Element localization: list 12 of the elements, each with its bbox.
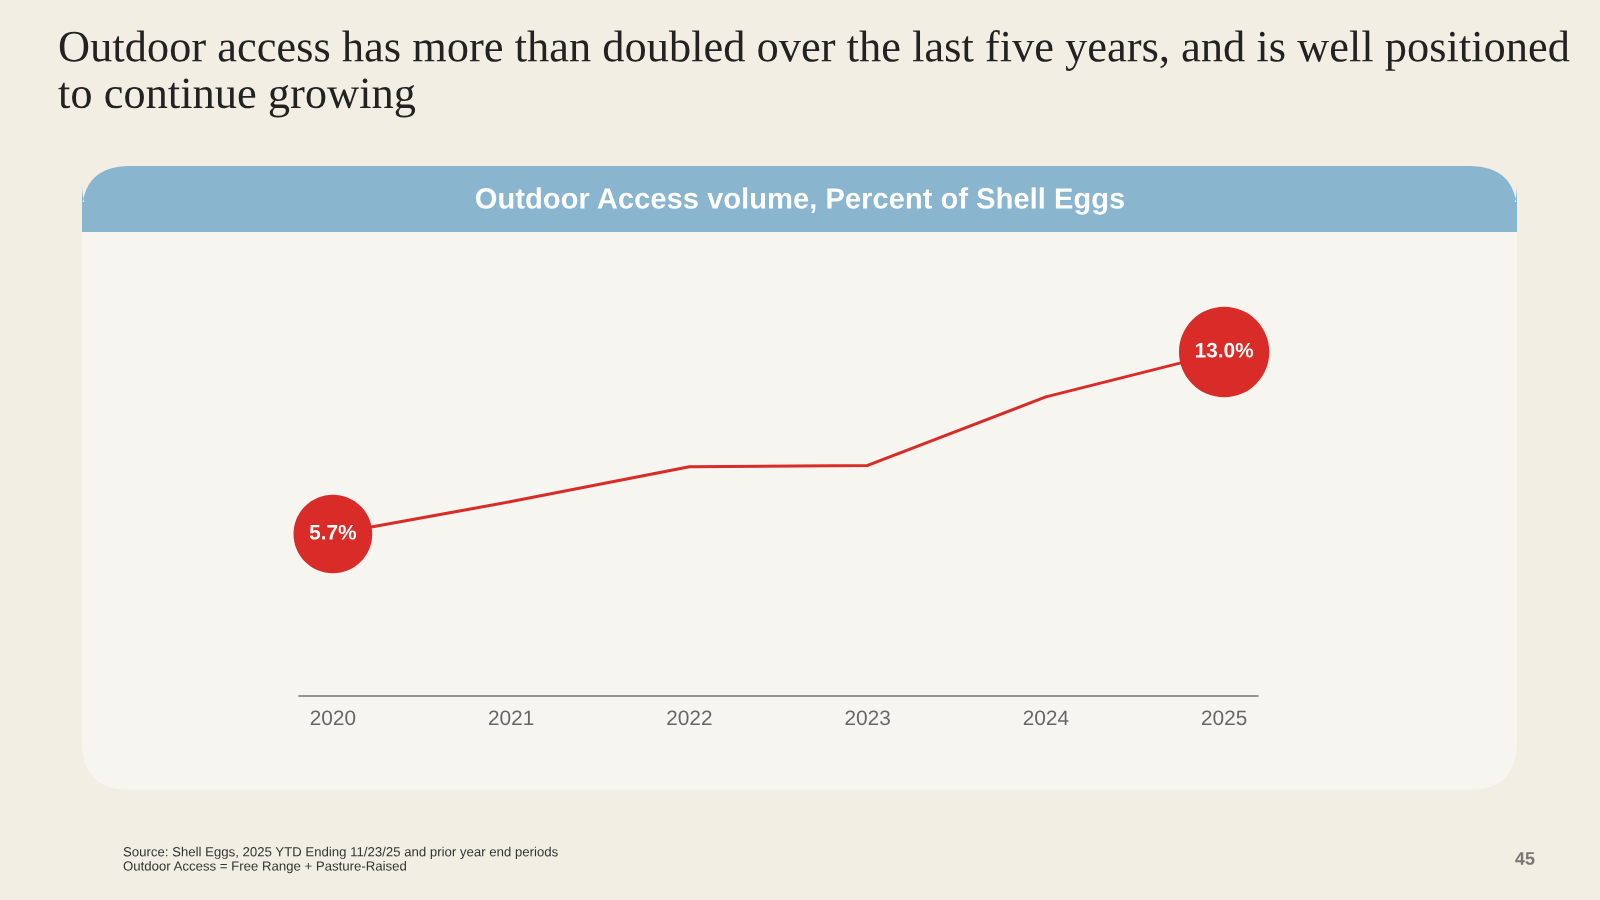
source-note: Source: Shell Eggs, 2025 YTD Ending 11/23/25 and prior year end periods Outdoor Access = Free Range + Pasture-Raised [123,846,558,874]
x-tick-label: 2025 [1202,710,1247,726]
text: 45 [1515,852,1535,865]
x-tick-label: 2020 [310,710,356,726]
chart-subtitle: Outdoor Access volume, Percent of Shell Eggs [475,187,1125,215]
data-label: 13.0% [1195,342,1254,358]
data-label: 5.7% [309,524,357,540]
x-tick-label: 2021 [489,710,534,726]
x-tick-label: 2023 [845,710,890,726]
chart-title: Outdoor access has more than doubled over the last five years, and is well positioned to continue growing [58,30,1570,118]
x-tick-label: 2024 [1023,710,1069,726]
x-tick-label: 2022 [667,710,712,726]
